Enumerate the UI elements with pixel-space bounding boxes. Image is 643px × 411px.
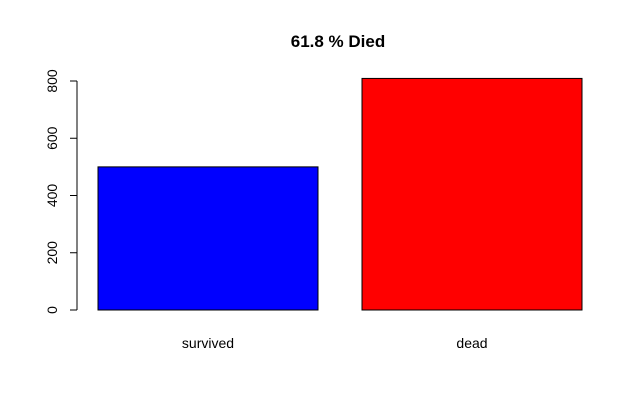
bar-dead xyxy=(361,77,583,311)
y-axis: 0 200 400 600 800 xyxy=(44,69,78,314)
x-category-label: dead xyxy=(456,335,487,351)
bar-survived xyxy=(97,166,319,311)
y-tick-label: 600 xyxy=(44,126,60,150)
y-tick-label: 0 xyxy=(44,306,60,314)
x-category-label: survived xyxy=(182,335,234,351)
x-axis-labels: survived dead xyxy=(182,335,488,351)
chart-title: 61.8 % Died xyxy=(291,32,386,51)
y-tick-label: 200 xyxy=(44,241,60,265)
y-tick-label: 800 xyxy=(44,69,60,93)
bars-group xyxy=(97,77,583,311)
y-tick-label: 400 xyxy=(44,184,60,208)
